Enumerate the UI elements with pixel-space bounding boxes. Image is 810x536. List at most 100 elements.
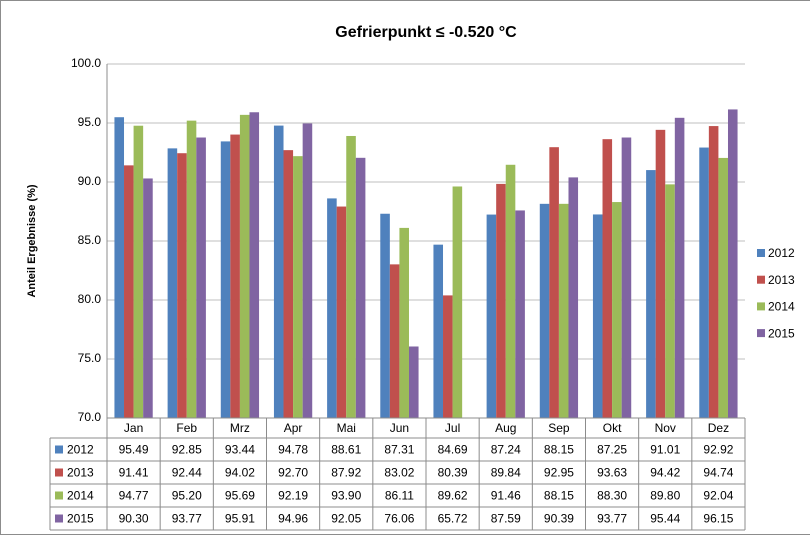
bar bbox=[549, 147, 559, 418]
table-value: 96.15 bbox=[703, 512, 733, 526]
bar bbox=[133, 125, 144, 418]
bar bbox=[230, 134, 240, 418]
bar bbox=[302, 123, 313, 418]
table-value: 80.39 bbox=[438, 466, 468, 480]
table-value: 89.80 bbox=[650, 489, 680, 503]
table-value: 92.19 bbox=[278, 489, 308, 503]
x-tick-label: Apr bbox=[284, 421, 303, 435]
x-tick-label: Jun bbox=[390, 421, 409, 435]
table-value: 90.30 bbox=[119, 512, 149, 526]
table-value: 65.72 bbox=[438, 512, 468, 526]
table-value: 87.24 bbox=[491, 443, 521, 457]
x-tick-label: Sep bbox=[548, 421, 570, 435]
bar bbox=[124, 165, 134, 418]
bar bbox=[239, 114, 250, 418]
bar bbox=[665, 184, 675, 418]
bar bbox=[602, 139, 613, 418]
bar bbox=[718, 157, 728, 418]
table-value: 92.95 bbox=[544, 466, 574, 480]
bar bbox=[346, 135, 356, 418]
table-value: 92.70 bbox=[278, 466, 308, 480]
bar bbox=[177, 153, 187, 418]
x-tick-label: Jan bbox=[124, 421, 143, 435]
table-value: 94.78 bbox=[278, 443, 308, 457]
table-value: 95.69 bbox=[225, 489, 255, 503]
table-legend-key bbox=[55, 445, 63, 454]
x-tick-label: Jul bbox=[445, 421, 460, 435]
bar bbox=[592, 214, 603, 418]
table-value: 92.92 bbox=[703, 443, 733, 457]
table-value: 76.06 bbox=[384, 512, 414, 526]
table-value: 89.84 bbox=[491, 466, 521, 480]
table-value: 88.30 bbox=[597, 489, 627, 503]
table-value: 94.74 bbox=[703, 466, 733, 480]
bar bbox=[327, 198, 337, 418]
bar bbox=[293, 156, 303, 418]
bar bbox=[621, 137, 632, 418]
x-tick-label: Mrz bbox=[230, 421, 250, 435]
bar bbox=[336, 206, 347, 418]
bar bbox=[355, 157, 366, 418]
x-tick-label: Nov bbox=[655, 421, 676, 435]
table-value: 93.90 bbox=[331, 489, 361, 503]
bar bbox=[539, 203, 550, 418]
bar bbox=[655, 129, 666, 418]
table-value: 87.59 bbox=[491, 512, 521, 526]
bar bbox=[515, 210, 525, 418]
legend-key bbox=[757, 302, 765, 311]
bars bbox=[114, 109, 738, 418]
bar bbox=[389, 264, 400, 418]
bar bbox=[727, 109, 738, 418]
legend-label: 2012 bbox=[768, 246, 795, 260]
table-value: 91.01 bbox=[650, 443, 680, 457]
table-legend-key bbox=[55, 514, 63, 523]
bar bbox=[380, 213, 390, 418]
x-tick-label: Aug bbox=[495, 421, 516, 435]
bar bbox=[674, 117, 685, 418]
table-series-name: 2013 bbox=[67, 466, 94, 480]
table-value: 94.42 bbox=[650, 466, 680, 480]
y-tick-label: 80.0 bbox=[78, 292, 102, 306]
table-value: 89.62 bbox=[438, 489, 468, 503]
bar bbox=[505, 164, 516, 418]
bar bbox=[443, 295, 453, 418]
table-value: 93.63 bbox=[597, 466, 627, 480]
table-value: 87.31 bbox=[384, 443, 414, 457]
table-value: 84.69 bbox=[438, 443, 468, 457]
y-tick-label: 90.0 bbox=[78, 174, 102, 188]
bar bbox=[283, 150, 294, 418]
bar bbox=[699, 147, 709, 418]
legend-key bbox=[757, 275, 765, 284]
bar bbox=[408, 346, 419, 418]
bar bbox=[114, 117, 125, 418]
table-value: 94.02 bbox=[225, 466, 255, 480]
y-tick-label: 75.0 bbox=[78, 351, 102, 365]
bar bbox=[486, 214, 497, 418]
legend-key bbox=[757, 249, 765, 257]
table-value: 94.77 bbox=[119, 489, 149, 503]
legend-key bbox=[757, 329, 765, 338]
bar bbox=[220, 141, 231, 418]
table-value: 88.15 bbox=[544, 443, 574, 457]
table-value: 91.46 bbox=[491, 489, 521, 503]
y-tick-label: 95.0 bbox=[78, 115, 102, 129]
legend-label: 2014 bbox=[768, 300, 795, 314]
bar bbox=[612, 202, 622, 418]
table-value: 92.85 bbox=[172, 443, 202, 457]
y-tick-label: 100.0 bbox=[71, 56, 101, 70]
table-series-name: 2015 bbox=[67, 512, 94, 526]
x-tick-label: Okt bbox=[603, 421, 622, 435]
x-tick-label: Feb bbox=[176, 421, 197, 435]
bar bbox=[452, 186, 463, 418]
table-value: 93.77 bbox=[172, 512, 202, 526]
bar bbox=[646, 170, 656, 418]
bar bbox=[433, 244, 444, 418]
table-series-name: 2012 bbox=[67, 443, 94, 457]
table-value: 95.49 bbox=[119, 443, 149, 457]
table-value: 90.39 bbox=[544, 512, 574, 526]
table-value: 94.96 bbox=[278, 512, 308, 526]
table-value: 93.77 bbox=[597, 512, 627, 526]
bar bbox=[558, 203, 569, 418]
table-series-name: 2014 bbox=[67, 489, 94, 503]
x-tick-label: Mai bbox=[337, 421, 356, 435]
